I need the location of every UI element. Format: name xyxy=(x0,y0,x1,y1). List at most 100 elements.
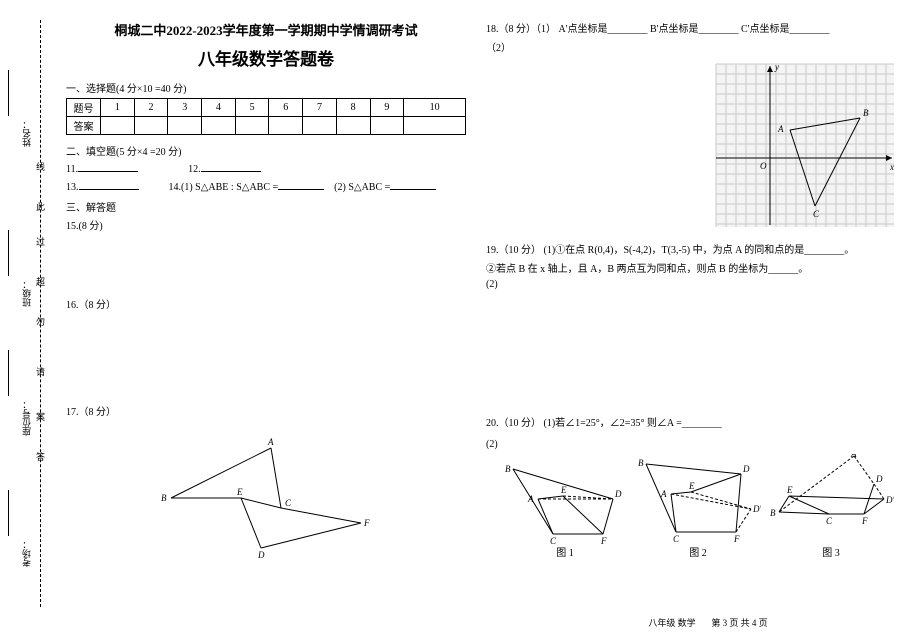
svg-text:B: B xyxy=(638,458,644,468)
q15-label: 15.(8 分) xyxy=(66,217,466,232)
choice-num: 7 xyxy=(303,99,337,117)
svg-text:B: B xyxy=(505,464,511,474)
q14a-label: 14.(1) S△ABE : S△ABC = xyxy=(169,182,279,193)
table-row: 题号 1 2 3 4 5 6 7 8 9 10 xyxy=(67,99,466,117)
choice-num: 3 xyxy=(168,99,202,117)
spine-guide-char: 过 xyxy=(36,235,45,248)
svg-text:E: E xyxy=(786,485,793,495)
q18-line2: （2） xyxy=(486,39,910,54)
q20-line2: (2) xyxy=(486,439,910,450)
answer-cell[interactable] xyxy=(235,117,269,135)
section-fill-label: 二、填空题(5 分×4 =20 分) xyxy=(66,143,466,158)
spine-field-label: 考场： xyxy=(20,540,33,567)
q20-line1: 20.（10 分） (1)若∠1=25°，∠2=35° 则∠A =_______… xyxy=(486,414,910,429)
q17-figure: ABCDEF xyxy=(151,438,381,558)
choice-num: 8 xyxy=(336,99,370,117)
answer-cell[interactable] xyxy=(134,117,168,135)
q16-label: 16.（8 分） xyxy=(66,296,466,311)
spine-guide-char: 请 xyxy=(36,365,45,378)
q15-workspace[interactable] xyxy=(66,236,466,296)
choice-num: 10 xyxy=(404,99,466,117)
svg-text:y: y xyxy=(774,62,779,72)
q19-line2: ②若点 B 在 x 轴上，且 A，B 两点互为同和点，则点 B 的坐标为____… xyxy=(486,260,910,275)
choice-table: 题号 1 2 3 4 5 6 7 8 9 10 答案 xyxy=(66,98,466,135)
spine-underline xyxy=(8,490,9,536)
svg-text:E: E xyxy=(236,487,243,497)
blank[interactable] xyxy=(278,179,324,190)
q18-figure-wrap: OxyABC xyxy=(486,58,910,233)
page-footer: 八年级 数学 第 3 页 共 4 页 xyxy=(486,616,920,629)
spine-guide-char: 线 xyxy=(36,160,45,173)
spine-underline xyxy=(8,70,9,116)
left-column: 桐城二中2022-2023学年度第一学期期中学情调研考试 八年级数学答题卷 一、… xyxy=(56,0,476,637)
answer-cell[interactable] xyxy=(303,117,337,135)
svg-text:C: C xyxy=(826,516,833,526)
q16-workspace[interactable] xyxy=(66,315,466,403)
section-choice-label: 一、选择题(4 分×10 =40 分) xyxy=(66,80,466,95)
svg-text:A: A xyxy=(527,494,534,504)
section-answer-label: 三、解答题 xyxy=(66,199,466,214)
choice-answer-cell: 答案 xyxy=(67,117,101,135)
answer-cell[interactable] xyxy=(168,117,202,135)
svg-text:F: F xyxy=(600,536,607,544)
fig2-label: 图 2 xyxy=(636,544,761,559)
choice-num: 5 xyxy=(235,99,269,117)
q20-fig3: A B E C D F D' xyxy=(769,454,894,544)
blank[interactable] xyxy=(78,161,138,172)
fig3-label: 图 3 xyxy=(769,544,894,559)
svg-text:C: C xyxy=(550,536,557,544)
footer-page: 第 3 页 共 4 页 xyxy=(711,618,767,628)
blank[interactable] xyxy=(390,179,436,190)
svg-text:A: A xyxy=(267,438,274,447)
svg-text:D': D' xyxy=(885,495,894,505)
svg-text:E: E xyxy=(560,485,567,495)
right-column: 18.（8 分）（1） A'点坐标是________ B'点坐标是_______… xyxy=(476,0,920,637)
svg-text:D: D xyxy=(875,474,883,484)
q13-label: 13. xyxy=(66,182,79,193)
fig1-wrap: BAECDF 图 1 xyxy=(503,454,628,559)
spine-dashline xyxy=(40,20,41,607)
answer-cell[interactable] xyxy=(336,117,370,135)
spine-field-label: 座位号： xyxy=(20,400,33,436)
svg-text:A: A xyxy=(850,454,857,459)
svg-text:D: D xyxy=(257,550,265,558)
q19-line3: (2) xyxy=(486,279,910,290)
answer-cell[interactable] xyxy=(404,117,466,135)
spine-guide-char: 答 xyxy=(36,450,45,463)
answer-cell[interactable] xyxy=(269,117,303,135)
spine-field-label: 班级： xyxy=(20,280,33,307)
svg-text:B: B xyxy=(770,508,776,518)
q19-workspace[interactable] xyxy=(486,294,910,414)
footer-subject: 八年级 数学 xyxy=(648,618,695,628)
q17-figure-wrap: ABCDEF xyxy=(66,438,466,558)
q20-fig1: BAECDF xyxy=(503,454,628,544)
fig3-wrap: A B E C D F D' 图 3 xyxy=(769,454,894,559)
fig2-wrap: D'BAECDF 图 2 xyxy=(636,454,761,559)
svg-text:C: C xyxy=(285,498,292,508)
q12-label: 12. xyxy=(188,164,201,175)
svg-text:D: D xyxy=(742,464,750,474)
spine-guide-char: 勿 xyxy=(36,315,45,328)
svg-text:x: x xyxy=(889,162,894,172)
svg-text:D': D' xyxy=(752,504,761,514)
answer-cell[interactable] xyxy=(370,117,404,135)
q17-label: 17.（8 分） xyxy=(66,403,466,418)
binding-spine: 姓名：班级：座位号：考场：线此过超勿请案答 xyxy=(0,0,56,637)
spine-underline xyxy=(8,230,9,276)
spine-guide-char: 案 xyxy=(36,410,45,423)
table-row: 答案 xyxy=(67,117,466,135)
fig1-label: 图 1 xyxy=(503,544,628,559)
svg-text:C: C xyxy=(813,209,820,219)
svg-text:F: F xyxy=(861,516,868,526)
choice-header-cell: 题号 xyxy=(67,99,101,117)
exam-title-line2: 八年级数学答题卷 xyxy=(66,45,466,70)
q20-fig2: D'BAECDF xyxy=(636,454,761,544)
blank[interactable] xyxy=(79,179,139,190)
svg-text:B: B xyxy=(863,108,869,118)
answer-cell[interactable] xyxy=(101,117,135,135)
answer-cell[interactable] xyxy=(202,117,236,135)
choice-num: 4 xyxy=(202,99,236,117)
blank[interactable] xyxy=(201,161,261,172)
spine-guide-char: 此 xyxy=(36,200,45,213)
svg-text:A: A xyxy=(660,489,667,499)
